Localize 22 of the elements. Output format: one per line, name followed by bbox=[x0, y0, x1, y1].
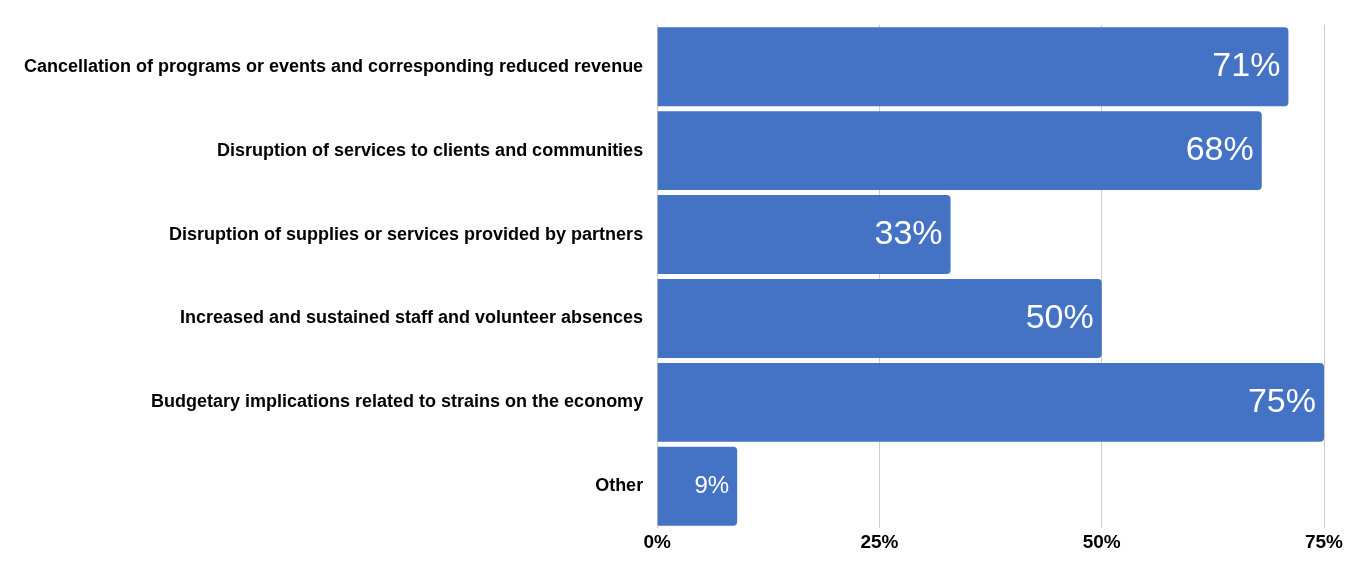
y-tick-label: Disruption of supplies or services provided by partners bbox=[169, 223, 644, 244]
data-label: 75% bbox=[1247, 380, 1316, 419]
data-label: 68% bbox=[1185, 129, 1254, 168]
data-label: 33% bbox=[874, 212, 943, 251]
bar bbox=[657, 195, 951, 274]
data-label: 50% bbox=[1025, 296, 1094, 335]
bar bbox=[657, 362, 1324, 442]
data-label: 9% bbox=[694, 470, 730, 498]
bar bbox=[657, 446, 738, 526]
y-tick-label: Disruption of services to clients and communities bbox=[217, 139, 644, 160]
y-tick-label: Other bbox=[595, 475, 644, 496]
y-tick-label: Budgetary implications related to strains on the economy bbox=[151, 391, 644, 412]
x-tick-label: 75% bbox=[1304, 530, 1344, 552]
y-tick-label: Cancellation of programs or events and corresponding reduced revenue bbox=[23, 55, 644, 76]
x-tick-label: 25% bbox=[860, 530, 899, 552]
x-tick-label: 0% bbox=[643, 530, 671, 552]
y-tick-label: Increased and sustained staff and volunteer absences bbox=[179, 307, 644, 328]
x-tick-label: 50% bbox=[1082, 530, 1121, 552]
bar bbox=[657, 27, 1289, 107]
data-label: 71% bbox=[1212, 45, 1281, 84]
bar bbox=[657, 279, 1102, 358]
bar bbox=[657, 111, 1262, 191]
